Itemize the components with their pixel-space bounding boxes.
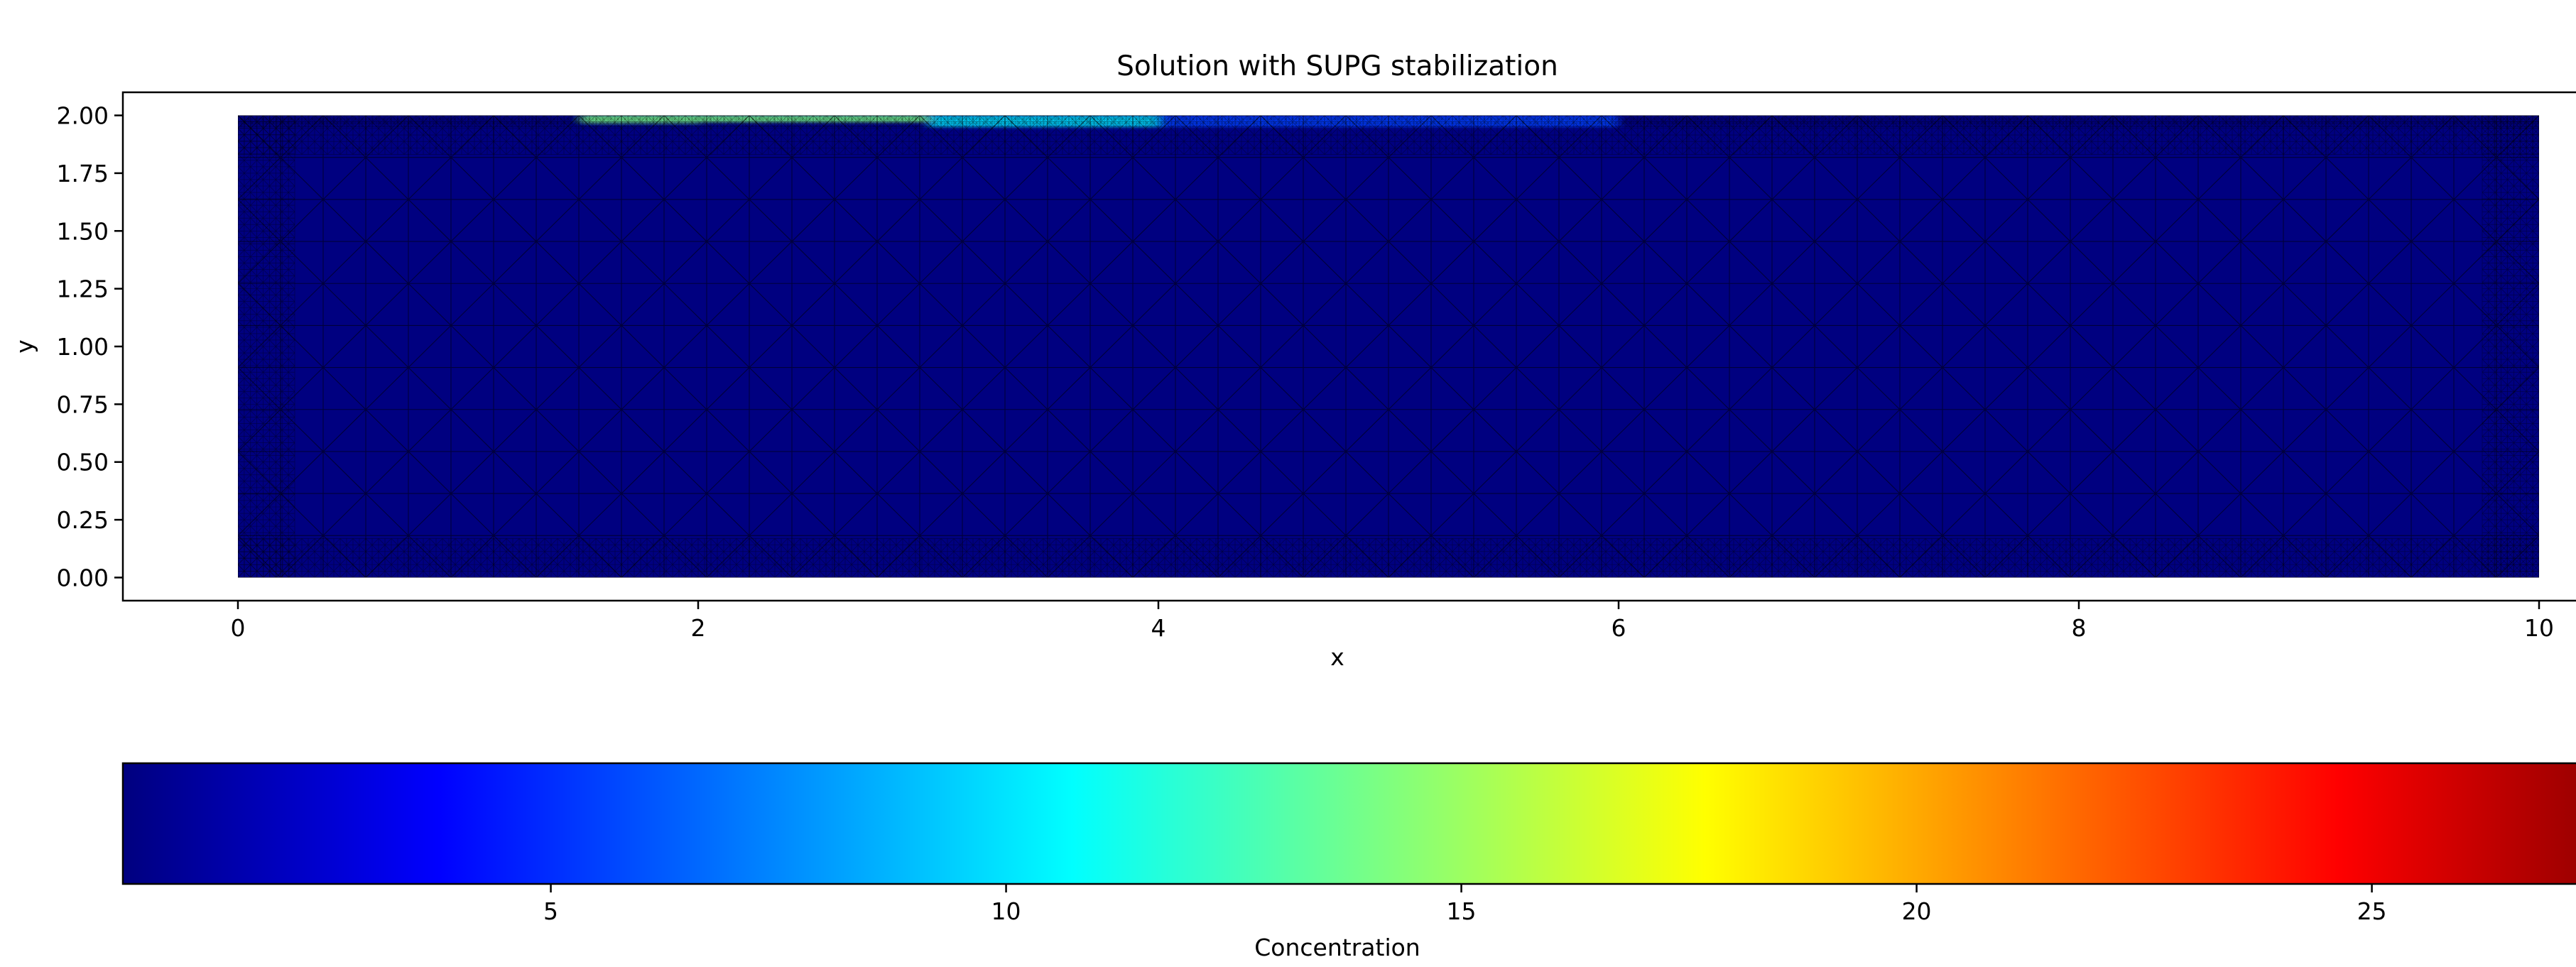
y-tick-label: 1.25 [57, 275, 109, 303]
x-tick-label: 4 [1151, 614, 1166, 642]
field-feature-1 [583, 115, 928, 123]
y-axis-ticks: 0.00 0.25 0.50 0.75 1.00 1.25 1.50 1.75 2.00 [57, 102, 123, 591]
colorbar-label: Concentration [1254, 934, 1420, 961]
y-tick-label: 1.75 [57, 160, 109, 187]
x-tick-label: 2 [691, 614, 706, 642]
y-tick-label: 0.75 [57, 390, 109, 418]
y-tick-label: 2.00 [57, 102, 109, 130]
field-area [238, 115, 2539, 578]
x-tick-label: 8 [2072, 614, 2087, 642]
colorbar: 5 10 15 20 25 Concentration [121, 762, 2576, 961]
y-axis-label: y [11, 339, 38, 354]
triangular-mesh [238, 115, 2539, 578]
main-plot: Solution with SUPG stabilization 0 2 4 6 8 10… [11, 50, 2576, 671]
x-tick-label: 0 [231, 614, 246, 642]
colorbar-tick-label: 25 [2357, 897, 2387, 925]
field-features [445, 115, 1619, 139]
colorbar-tick-label: 15 [1447, 897, 1477, 925]
y-tick-label: 1.50 [57, 217, 109, 245]
x-axis-label: x [1330, 643, 1344, 671]
colorbar-tick-label: 20 [1902, 897, 1932, 925]
colorbar-tick-label: 10 [991, 897, 1021, 925]
y-tick-label: 0.25 [57, 506, 109, 534]
colorbar-tick-label: 5 [543, 897, 558, 925]
colorbar-ticks: 5 10 15 20 25 [543, 884, 2387, 925]
colorbar-gradient [121, 762, 2576, 885]
x-tick-label: 6 [1612, 614, 1626, 642]
x-tick-label: 10 [2524, 614, 2554, 642]
field-feature-2 [928, 115, 1158, 127]
y-tick-label: 1.00 [57, 333, 109, 361]
y-tick-label: 0.00 [57, 564, 109, 591]
x-axis-ticks: 0 2 4 6 8 10 [231, 601, 2554, 642]
plot-title: Solution with SUPG stabilization [1116, 50, 1558, 82]
y-tick-label: 0.50 [57, 449, 109, 476]
